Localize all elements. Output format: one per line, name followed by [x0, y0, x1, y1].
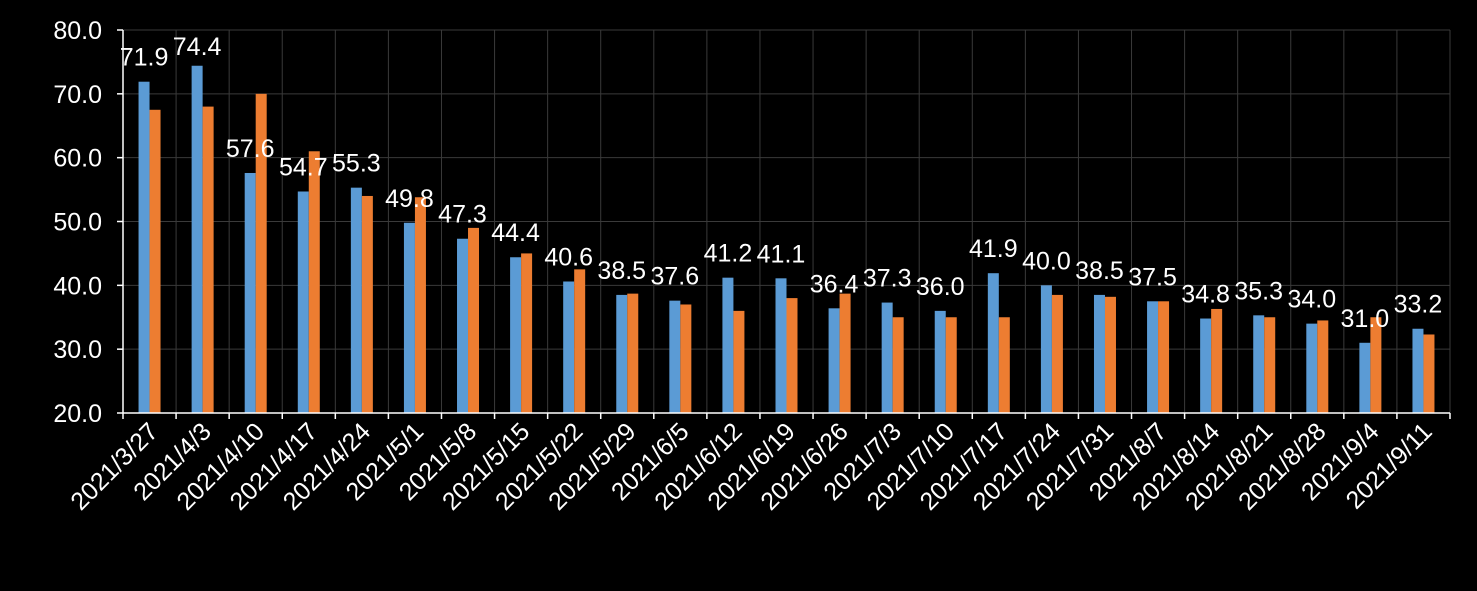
- bar: [1211, 308, 1223, 413]
- data-label: 49.8: [385, 185, 434, 213]
- y-tick-labels: 20.0 30.0 40.0 50.0 60.0 70.0 80.0: [53, 17, 102, 428]
- bar: [1158, 301, 1170, 413]
- data-labels: 71.9 74.457.654.7 55.349.847.344.440.6 38.5…: [120, 33, 1443, 333]
- y-tick-label: 50.0: [53, 209, 102, 237]
- bar: [521, 253, 533, 413]
- data-label: 37.3: [863, 265, 912, 293]
- bar: [1200, 318, 1212, 413]
- bar: [414, 197, 426, 413]
- bar: [1359, 342, 1371, 413]
- data-label: 33.2: [1394, 291, 1443, 319]
- data-label: 41.1: [757, 240, 806, 268]
- bar: [403, 222, 415, 413]
- gridlines: [123, 29, 1451, 413]
- data-label: 38.5: [597, 257, 646, 285]
- data-label: 36.4: [810, 270, 859, 298]
- data-label: 31.0: [1341, 305, 1390, 333]
- data-label: 36.0: [916, 273, 965, 301]
- data-label: 37.5: [1128, 263, 1177, 291]
- bar: [1306, 323, 1318, 413]
- data-label: 34.8: [1181, 281, 1230, 309]
- y-tick-label: 30.0: [53, 336, 102, 364]
- bar: [987, 273, 999, 413]
- data-label: 57.6: [226, 135, 275, 163]
- bar: [1093, 294, 1105, 413]
- y-tick-label: 40.0: [53, 272, 102, 300]
- bar: [786, 298, 798, 413]
- y-tick-label: 80.0: [53, 17, 102, 45]
- data-label: 41.2: [704, 240, 753, 268]
- bar: [892, 317, 904, 413]
- bar: [669, 300, 681, 413]
- bar: [1051, 294, 1063, 413]
- data-label: 37.6: [651, 263, 700, 291]
- bar: [616, 294, 628, 413]
- bar: [733, 310, 745, 413]
- data-label: 71.9: [120, 44, 169, 72]
- bar: [934, 310, 946, 413]
- bar: [1317, 320, 1329, 413]
- bar: [998, 317, 1010, 413]
- bar: [680, 304, 692, 413]
- bar: [138, 81, 150, 413]
- axes: [117, 29, 1451, 419]
- y-tick-label: 20.0: [53, 400, 102, 428]
- data-label: 74.4: [173, 33, 222, 61]
- bar: [839, 293, 851, 413]
- bar: [1412, 328, 1424, 413]
- bar: [1104, 296, 1116, 413]
- data-label: 34.0: [1287, 286, 1336, 314]
- bar: [1253, 315, 1265, 413]
- bar: [722, 277, 734, 413]
- bar: [563, 281, 575, 413]
- bar: [202, 106, 214, 413]
- data-label: 44.4: [491, 219, 540, 247]
- x-tick-labels: 2021/3/272021/4/32021/4/102021/4/172021/…: [65, 417, 1437, 516]
- bar: [468, 227, 480, 413]
- bar: [244, 172, 256, 413]
- bar: [945, 317, 957, 413]
- data-label: 54.7: [279, 153, 328, 181]
- data-label: 41.9: [969, 235, 1018, 263]
- bar: [881, 302, 893, 413]
- data-label: 40.6: [544, 244, 593, 272]
- bar: [255, 93, 267, 413]
- data-label: 40.0: [1022, 247, 1071, 275]
- bar: [1147, 301, 1159, 413]
- bar: [297, 191, 309, 413]
- y-tick-label: 60.0: [53, 145, 102, 173]
- bar: [574, 269, 586, 413]
- bar: [457, 238, 469, 413]
- data-label: 38.5: [1075, 257, 1124, 285]
- bar: [1370, 317, 1382, 413]
- bar: [361, 195, 373, 413]
- bars: [138, 65, 1435, 414]
- bar: [510, 257, 522, 413]
- bar: [1040, 285, 1052, 413]
- data-label: 55.3: [332, 150, 381, 178]
- data-label: 47.3: [438, 201, 487, 229]
- bar: [1423, 334, 1435, 413]
- bar: [350, 187, 362, 413]
- bar: [1264, 317, 1276, 413]
- y-tick-label: 70.0: [53, 81, 102, 109]
- bar: [775, 278, 787, 413]
- bar: [191, 65, 203, 413]
- bar: [308, 151, 320, 414]
- data-label: 35.3: [1234, 277, 1283, 305]
- bar: [149, 109, 161, 414]
- bar: [828, 308, 840, 413]
- bar: [627, 293, 639, 413]
